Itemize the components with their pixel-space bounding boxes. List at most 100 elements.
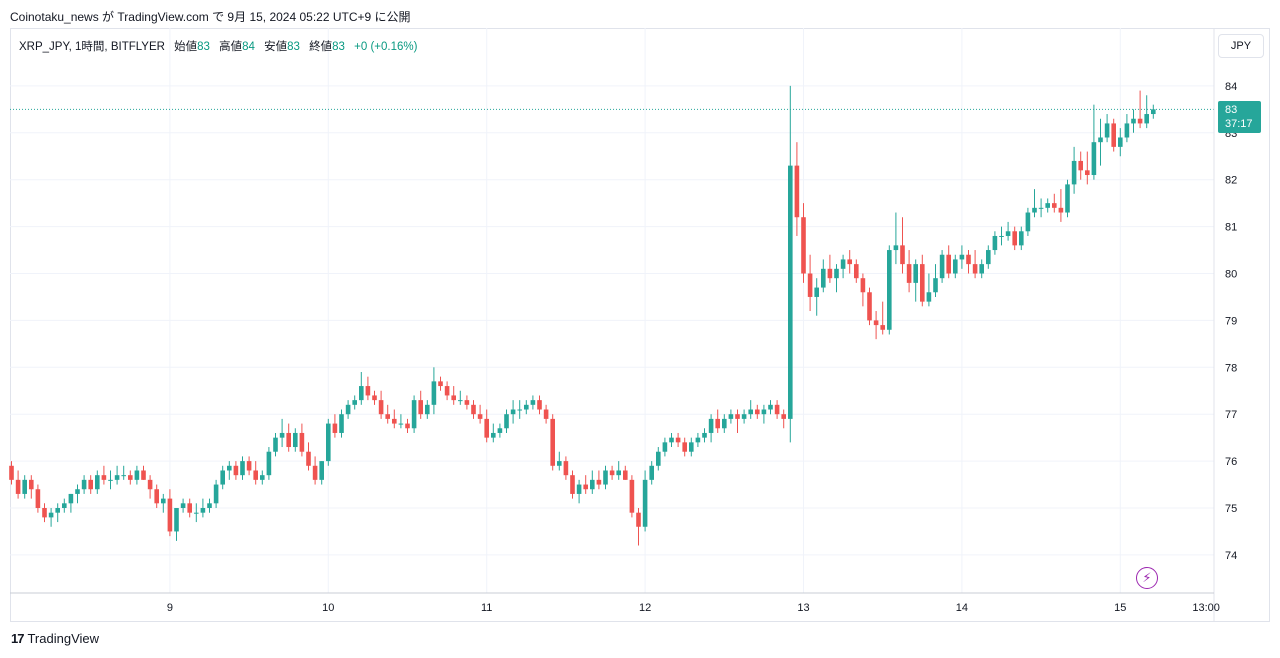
candle-body (629, 479, 635, 513)
candle-body (623, 470, 628, 480)
candle-body (656, 451, 661, 466)
candle-body (867, 292, 872, 321)
candle-body (999, 235, 1004, 237)
chart-frame (10, 28, 1270, 622)
candle-body (9, 465, 14, 480)
candle-body (491, 432, 496, 438)
candle-body (220, 470, 225, 485)
candle-body (1085, 170, 1090, 176)
candle-body (702, 432, 707, 438)
last-price-tag: 83 37:17 (1218, 101, 1261, 133)
legend-close-label: 終値 (309, 41, 333, 53)
candle-body (121, 475, 126, 477)
candle-body (695, 437, 701, 443)
candle-body (293, 432, 298, 448)
candle-body (458, 400, 463, 402)
time-tick-label: 13 (797, 602, 809, 614)
tradingview-brand[interactable]: 17 TradingView (11, 631, 99, 646)
candle-body (1025, 212, 1031, 232)
legend-low-label: 安値 (264, 41, 288, 53)
candle-body (68, 493, 74, 504)
candle-body (128, 475, 133, 480)
time-tick-label: 13:00 (1192, 602, 1220, 614)
candle-body (669, 437, 674, 443)
candle-body (1137, 118, 1143, 124)
candle-body (860, 278, 866, 293)
candle-body (108, 479, 113, 481)
candle-body (847, 259, 852, 265)
candle-body (537, 400, 542, 410)
candle-body (279, 432, 285, 438)
candle-body (590, 479, 595, 490)
candle-body (253, 470, 258, 480)
candle-body (365, 386, 371, 396)
bar-countdown: 37:17 (1225, 118, 1253, 130)
candle-body (22, 479, 27, 494)
price-tick-label: 76 (1225, 456, 1237, 468)
lightning-alert-icon[interactable]: ⚡ (1136, 567, 1158, 589)
candle-body (240, 461, 245, 476)
candle-body (616, 470, 621, 476)
candle-body (550, 418, 555, 466)
candle-body (418, 400, 423, 415)
candle-body (81, 479, 87, 490)
candle-body (378, 400, 384, 415)
candles (9, 85, 1156, 546)
candle-body (986, 250, 991, 265)
candle-body (900, 245, 905, 265)
candle-body (735, 414, 740, 419)
candle-body (273, 437, 278, 452)
candle-body (233, 465, 239, 476)
candle-body (385, 414, 390, 419)
candle-body (788, 165, 793, 419)
candle-body (728, 414, 734, 419)
candle-body (29, 479, 34, 490)
candle-body (392, 418, 397, 424)
candle-body (1012, 231, 1017, 246)
candle-body (1045, 203, 1050, 208)
candle-body (992, 235, 998, 251)
candle-body (801, 217, 806, 274)
candle-body (781, 414, 786, 419)
candle-body (246, 461, 252, 471)
candle-body (979, 264, 984, 274)
price-tick-label: 84 (1225, 81, 1237, 93)
candle-body (266, 451, 272, 476)
time-tick-label: 14 (956, 602, 968, 614)
candle-body (953, 259, 958, 274)
candle-body (794, 165, 800, 218)
candle-body (1019, 231, 1024, 246)
time-tick-label: 12 (639, 602, 651, 614)
candle-body (180, 503, 186, 508)
candle-body (213, 484, 219, 504)
candle-body (438, 381, 443, 387)
candle-body (1151, 109, 1156, 115)
price-tick-label: 78 (1225, 362, 1237, 374)
brand-name: TradingView (27, 631, 100, 646)
candle-body (761, 409, 767, 415)
candle-body (873, 320, 879, 326)
price-tick-label: 82 (1225, 175, 1237, 187)
candle-body (75, 489, 80, 494)
candle-body (596, 479, 602, 485)
candle-body (570, 475, 575, 494)
candle-body (134, 470, 140, 480)
legend-close-value: 83 (332, 41, 345, 53)
candle-body (359, 386, 364, 401)
candle-body (662, 442, 668, 452)
legend-high-label: 高値 (219, 41, 243, 53)
candle-body (1038, 207, 1044, 209)
candle-body (939, 254, 945, 279)
candle-body (497, 428, 503, 433)
candle-body (946, 254, 951, 274)
candle-body (114, 475, 120, 480)
candle-body (55, 508, 60, 513)
candle-body (1131, 118, 1136, 124)
currency-button[interactable]: JPY (1218, 34, 1264, 58)
candle-body (774, 404, 780, 415)
candle-body (187, 503, 192, 513)
candle-body (1098, 137, 1103, 143)
candle-body (95, 475, 100, 490)
candle-body (959, 254, 965, 260)
